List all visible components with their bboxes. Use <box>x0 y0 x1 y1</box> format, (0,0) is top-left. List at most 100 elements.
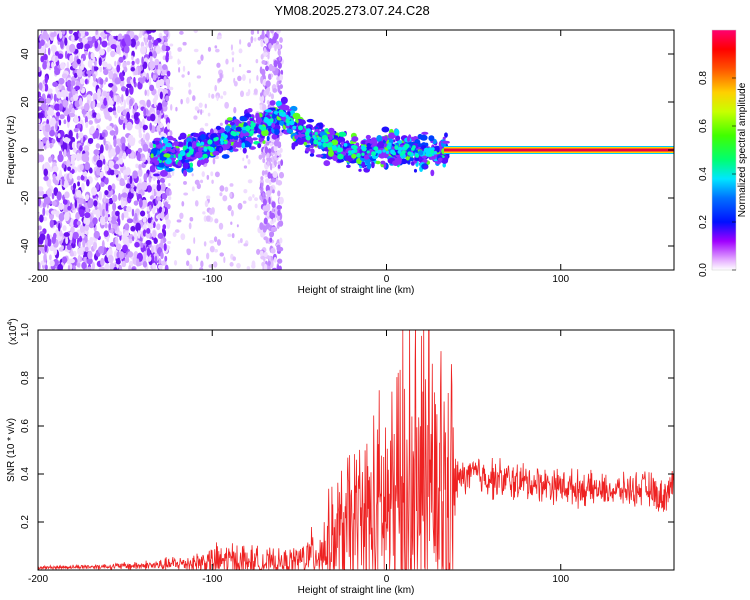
heatmap-cell <box>188 146 192 150</box>
heatmap-cell <box>264 37 269 44</box>
snr-series-line <box>38 330 674 570</box>
heatmap-cell <box>77 181 80 187</box>
heatmap-cell <box>102 158 106 165</box>
heatmap-cell <box>230 44 234 51</box>
heatmap-cell <box>156 196 162 202</box>
snr-ytick-label: 0.2 <box>20 515 31 529</box>
heatmap-cell <box>183 180 187 185</box>
heatmap-cell <box>127 251 134 258</box>
heatmap-cell <box>58 77 65 85</box>
heatmap-cell <box>137 230 141 239</box>
heatmap-cell <box>269 237 273 243</box>
heatmap-cell <box>106 63 112 70</box>
heatmap-cell <box>183 192 189 196</box>
snr-xtick-label: 0 <box>384 574 390 585</box>
heatmap-cell <box>43 175 49 181</box>
heatmap-cell <box>262 51 268 57</box>
heatmap-cell <box>93 154 97 162</box>
heatmap-cell <box>327 141 333 148</box>
heatmap-cell <box>135 222 141 232</box>
heatmap-cell <box>179 30 184 35</box>
spectrogram-ytick-label: 0 <box>20 147 31 153</box>
snr-xtick-label: 100 <box>552 574 569 585</box>
heatmap-cell <box>113 138 117 148</box>
heatmap-cell <box>259 104 263 111</box>
heatmap-cell <box>212 157 216 165</box>
heatmap-cell <box>213 261 218 268</box>
heatmap-cell <box>201 171 205 178</box>
heatmap-cell <box>62 199 68 205</box>
heatmap-cell <box>54 67 61 76</box>
heatmap-cell <box>206 215 211 222</box>
heatmap-cell <box>115 259 121 265</box>
heatmap-cell <box>146 99 151 108</box>
heatmap-cell <box>96 159 103 168</box>
heatmap-cell <box>153 237 158 244</box>
heatmap-cell <box>156 183 162 192</box>
heatmap-cell <box>273 31 279 40</box>
heatmap-cell <box>108 197 114 205</box>
heatmap-cell <box>279 74 284 81</box>
heatmap-cell <box>86 179 90 187</box>
heatmap-cell <box>135 163 139 169</box>
heatmap-cell <box>271 201 276 208</box>
heatmap-cell <box>219 122 223 126</box>
snr-xtick-label: -100 <box>202 574 222 585</box>
heatmap-cell <box>133 112 139 121</box>
heatmap-cell <box>143 222 147 231</box>
heatmap-cell <box>79 42 84 50</box>
heatmap-cell <box>107 99 114 106</box>
heatmap-cell <box>294 134 299 140</box>
heatmap-cell <box>273 59 278 68</box>
heatmap-cell <box>242 200 247 204</box>
snr-multiplier-base: (x10 <box>8 325 19 345</box>
heatmap-cell <box>163 30 169 35</box>
heatmap-cell <box>441 157 449 164</box>
heatmap-cell <box>123 200 127 207</box>
heatmap-cell <box>111 183 116 191</box>
heatmap-cell <box>46 119 50 125</box>
heatmap-cell <box>42 207 46 217</box>
heatmap-cell <box>306 118 315 123</box>
heatmap-cell <box>181 74 185 78</box>
heatmap-cell <box>129 98 134 107</box>
heatmap-cell <box>64 50 68 59</box>
heatmap-cell <box>95 143 101 149</box>
heatmap-cell <box>46 188 52 197</box>
heatmap-cell <box>104 264 109 270</box>
heatmap-cell <box>96 103 102 108</box>
heatmap-cell <box>223 256 226 264</box>
heatmap-cell <box>55 55 58 62</box>
heatmap-cell <box>94 60 97 67</box>
snr-xtick-label: -200 <box>28 574 48 585</box>
heatmap-cell <box>157 79 161 89</box>
heatmap-cell <box>229 262 234 267</box>
colorbar-tick-label: 0.6 <box>698 119 709 133</box>
chart-title: YM08.2025.273.07.24.C28 <box>274 3 429 18</box>
heatmap-cell <box>145 132 150 142</box>
heatmap-cell <box>45 209 49 216</box>
heatmap-cell <box>73 93 79 101</box>
heatmap-cell <box>63 119 67 125</box>
heatmap-cell <box>55 111 61 117</box>
colorbar-label: Normalized spectral amplitude <box>737 82 748 217</box>
heatmap-cell <box>147 217 152 224</box>
heatmap-cell <box>184 159 190 163</box>
heatmap-cell <box>165 78 170 86</box>
heatmap-cell <box>430 169 435 177</box>
heatmap-cell <box>259 94 265 103</box>
heatmap-cell <box>164 255 168 262</box>
heatmap-cell <box>268 196 271 205</box>
heatmap-cell <box>262 205 267 212</box>
heatmap-cell <box>78 197 84 205</box>
heatmap-cell <box>279 37 283 44</box>
heatmap-cell <box>38 140 42 149</box>
heatmap-cell <box>211 93 215 99</box>
heatmap-cell <box>218 222 224 230</box>
heatmap-cell <box>136 258 140 267</box>
heatmap-cell <box>417 157 424 163</box>
heatmap-cell <box>169 86 174 91</box>
heatmap-cell <box>235 126 242 132</box>
heatmap-cell <box>267 121 272 127</box>
heatmap-cell <box>246 70 252 74</box>
